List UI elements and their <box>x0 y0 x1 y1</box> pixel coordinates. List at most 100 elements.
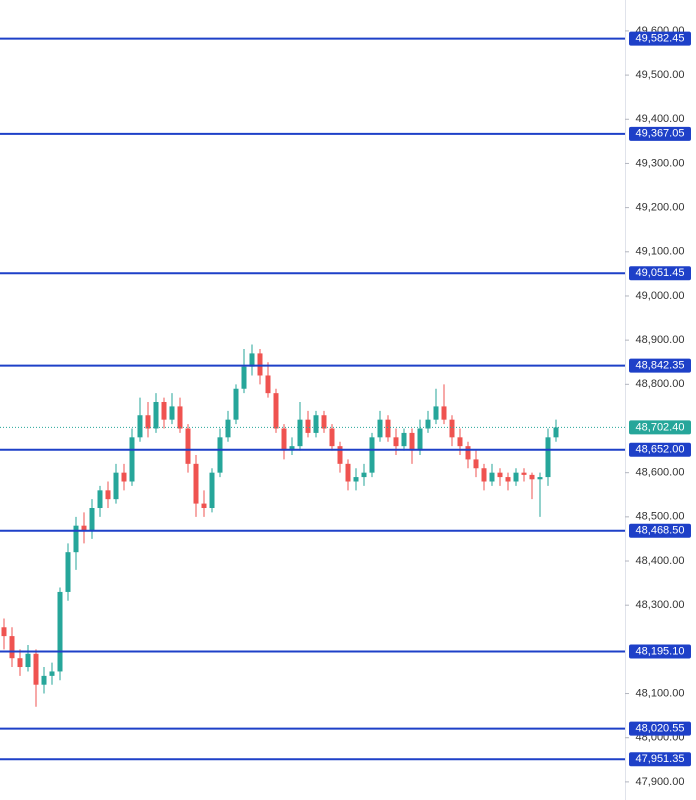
candle-body <box>89 508 95 531</box>
candle-body <box>217 437 223 473</box>
candle-body <box>25 653 31 668</box>
candle-body <box>545 437 551 478</box>
candle-body <box>553 427 559 438</box>
candle-body <box>345 463 351 482</box>
level-label: 48,195.10 <box>636 645 685 657</box>
candle-body <box>249 353 255 367</box>
level-tag <box>629 752 691 767</box>
candle-body <box>393 437 399 447</box>
candle-body <box>289 446 295 451</box>
level-tag <box>629 442 691 457</box>
y-tick-label: 48,300.00 <box>636 599 685 611</box>
candle-body <box>401 432 407 447</box>
candle-body <box>473 459 479 469</box>
candle-body <box>505 477 511 482</box>
last-price-tag <box>629 420 691 435</box>
candle-body <box>481 468 487 482</box>
candle-body <box>17 658 23 668</box>
candle-body <box>529 474 535 480</box>
candle-body <box>201 503 207 509</box>
y-tick-label: 49,500.00 <box>636 69 685 81</box>
candle-body <box>297 419 303 447</box>
candle-body <box>465 446 471 460</box>
y-tick-label: 48,800.00 <box>636 378 685 390</box>
candle-body <box>233 388 239 420</box>
level-label: 49,367.05 <box>636 128 685 140</box>
candle-body <box>377 419 383 438</box>
candle-body <box>41 675 47 685</box>
level-tag <box>629 31 691 46</box>
y-tick-label: 49,000.00 <box>636 290 685 302</box>
candle-body <box>9 636 15 659</box>
candle-body <box>321 415 327 429</box>
candle-body <box>153 401 159 429</box>
candle-body <box>209 472 215 509</box>
candle-body <box>225 419 231 438</box>
candle-body <box>129 437 135 482</box>
y-tick-label: 49,400.00 <box>636 113 685 125</box>
candle-body <box>265 375 271 394</box>
y-tick-label: 49,200.00 <box>636 202 685 214</box>
candle-body <box>313 415 319 433</box>
candle-body <box>145 415 151 429</box>
candle-body <box>33 653 39 685</box>
candle-body <box>257 353 263 376</box>
candle-body <box>417 428 423 451</box>
candle-body <box>169 406 175 420</box>
candle-body <box>97 490 103 509</box>
candle-body <box>337 446 343 464</box>
candle-body <box>49 671 55 676</box>
last-price-label: 48,702.40 <box>636 421 685 433</box>
candle-body <box>161 401 167 420</box>
candle-body <box>185 428 191 464</box>
y-tick-label: 49,100.00 <box>636 246 685 258</box>
candle-body <box>105 490 111 500</box>
level-label: 48,020.55 <box>636 723 685 735</box>
level-tag <box>629 358 691 373</box>
candle-body <box>57 591 63 672</box>
candle-body <box>361 472 367 478</box>
candle-body <box>241 366 247 389</box>
candle-body <box>353 477 359 482</box>
candle-body <box>441 406 447 420</box>
candle-body <box>521 472 527 475</box>
y-tick-label: 48,400.00 <box>636 555 685 567</box>
level-label: 49,582.45 <box>636 33 685 45</box>
candle-body <box>73 525 79 553</box>
candle-body <box>281 428 287 451</box>
level-tag <box>629 721 691 736</box>
level-label: 48,842.35 <box>636 360 685 372</box>
candle-body <box>513 472 519 482</box>
candle-body <box>177 406 183 429</box>
level-tag <box>629 266 691 281</box>
candle-body <box>497 472 503 478</box>
level-tag <box>629 644 691 659</box>
y-tick-label: 48,900.00 <box>636 334 685 346</box>
candle-body <box>457 437 463 447</box>
y-tick-label: 48,600.00 <box>636 467 685 479</box>
candle-body <box>425 419 431 429</box>
candle-body <box>385 419 391 438</box>
candle-body <box>433 406 439 420</box>
y-tick-label: 48,100.00 <box>636 687 685 699</box>
candle-body <box>369 437 375 473</box>
level-label: 48,468.50 <box>636 525 685 537</box>
candle-body <box>329 428 335 447</box>
level-tag <box>629 126 691 141</box>
candle-body <box>65 552 71 592</box>
candle-body <box>409 432 415 451</box>
candle-body <box>1 627 7 637</box>
level-label: 47,951.35 <box>636 753 685 765</box>
y-tick-label: 47,900.00 <box>636 776 685 788</box>
candle-body <box>273 393 279 429</box>
candle-body <box>193 463 199 504</box>
candle-body <box>305 419 311 433</box>
candle-body <box>489 472 495 482</box>
y-tick-label: 48,500.00 <box>636 511 685 523</box>
candle-body <box>81 525 87 531</box>
candle-body <box>121 472 127 482</box>
level-tag <box>629 523 691 538</box>
y-tick-label: 49,300.00 <box>636 157 685 169</box>
